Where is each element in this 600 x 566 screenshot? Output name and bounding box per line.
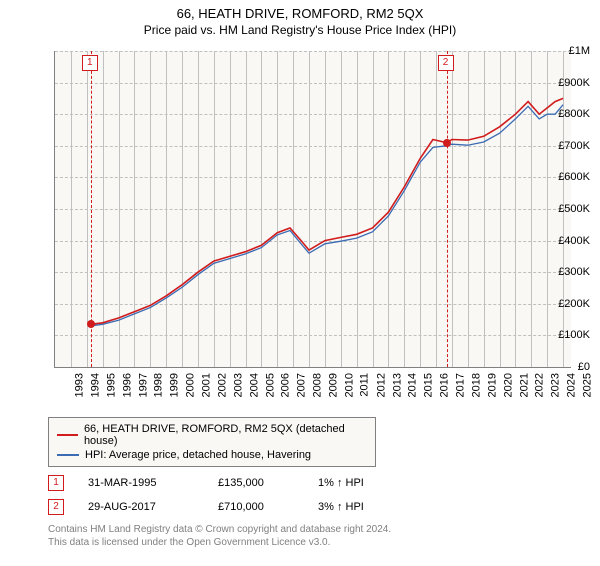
x-tick-label: 2011 <box>358 373 370 397</box>
x-tick-label: 1994 <box>89 373 101 397</box>
txn-marker-1: 1 <box>48 475 64 491</box>
y-tick-label: £200K <box>550 298 590 310</box>
legend-item: 66, HEATH DRIVE, ROMFORD, RM2 5QX (detac… <box>57 422 367 448</box>
marker-box-1: 1 <box>82 55 98 71</box>
x-tick-label: 2006 <box>280 373 292 397</box>
legend-item: HPI: Average price, detached house, Have… <box>57 448 367 462</box>
chart-title: 66, HEATH DRIVE, ROMFORD, RM2 5QX <box>0 6 600 21</box>
x-tick-label: 2005 <box>264 373 276 397</box>
x-tick-label: 2004 <box>248 373 260 397</box>
chart-subtitle: Price paid vs. HM Land Registry's House … <box>0 23 600 37</box>
x-tick-label: 1999 <box>169 373 181 397</box>
x-tick-label: 2018 <box>470 373 482 397</box>
y-tick-label: £0 <box>550 361 590 373</box>
txn-hpi: 3% ↑ HPI <box>318 501 418 513</box>
y-tick-label: £1M <box>550 45 590 57</box>
y-tick-label: £600K <box>550 171 590 183</box>
marker-dot-2 <box>443 139 451 147</box>
y-tick-label: £800K <box>550 108 590 120</box>
x-tick-label: 1998 <box>153 373 165 397</box>
legend: 66, HEATH DRIVE, ROMFORD, RM2 5QX (detac… <box>48 417 376 467</box>
x-tick-label: 2016 <box>439 373 451 397</box>
y-tick-label: £700K <box>550 140 590 152</box>
x-tick-label: 2015 <box>423 373 435 397</box>
x-tick-label: 2000 <box>185 373 197 397</box>
x-tick-label: 2002 <box>216 373 228 397</box>
y-tick-label: £900K <box>550 77 590 89</box>
legend-swatch <box>57 434 78 436</box>
attribution-line2: This data is licensed under the Open Gov… <box>48 536 600 549</box>
x-tick-label: 2021 <box>518 373 530 397</box>
x-tick-label: 2003 <box>232 373 244 397</box>
marker-line-2 <box>447 51 448 367</box>
txn-date: 29-AUG-2017 <box>88 501 218 513</box>
attribution-line1: Contains HM Land Registry data © Crown c… <box>48 523 600 536</box>
marker-dot-1 <box>87 320 95 328</box>
legend-label: 66, HEATH DRIVE, ROMFORD, RM2 5QX (detac… <box>84 423 367 447</box>
legend-swatch <box>57 454 79 456</box>
marker-box-2: 2 <box>438 55 454 71</box>
x-tick-label: 2012 <box>375 373 387 397</box>
x-tick-label: 2009 <box>328 373 340 397</box>
x-tick-label: 1995 <box>105 373 117 397</box>
y-tick-label: £400K <box>550 235 590 247</box>
x-tick-label: 2017 <box>455 373 467 397</box>
legend-label: HPI: Average price, detached house, Have… <box>85 449 311 461</box>
x-tick-label: 2020 <box>502 373 514 397</box>
y-tick-label: £300K <box>550 266 590 278</box>
x-tick-label: 2014 <box>407 373 419 397</box>
x-tick-label: 2019 <box>486 373 498 397</box>
x-tick-label: 2013 <box>391 373 403 397</box>
x-tick-label: 2025 <box>582 373 594 397</box>
x-tick-label: 1993 <box>73 373 85 397</box>
series-hpi <box>91 105 563 326</box>
attribution: Contains HM Land Registry data © Crown c… <box>48 523 600 549</box>
x-tick-label: 1997 <box>137 373 149 397</box>
x-tick-label: 2001 <box>200 373 212 397</box>
txn-date: 31-MAR-1995 <box>88 477 218 489</box>
x-tick-label: 2007 <box>296 373 308 397</box>
y-tick-label: £500K <box>550 203 590 215</box>
series-property <box>91 98 563 324</box>
plot-area <box>54 51 571 368</box>
transaction-table: 1 31-MAR-1995£135,0001% ↑ HPI 2 29-AUG-2017… <box>48 475 600 515</box>
chart-area: £0 £100K £200K £300K £400K £500K £600K £700K £80… <box>10 41 590 411</box>
txn-hpi: 1% ↑ HPI <box>318 477 418 489</box>
y-tick-label: £100K <box>550 329 590 341</box>
chart-container: 66, HEATH DRIVE, ROMFORD, RM2 5QX Price … <box>0 6 600 566</box>
x-tick-label: 2022 <box>534 373 546 397</box>
x-tick-label: 2008 <box>312 373 324 397</box>
x-tick-label: 2023 <box>550 373 562 397</box>
txn-marker-2: 2 <box>48 499 64 515</box>
txn-price: £710,000 <box>218 501 318 513</box>
x-tick-label: 2010 <box>343 373 355 397</box>
x-tick-label: 1996 <box>121 373 133 397</box>
x-tick-label: 2024 <box>566 373 578 397</box>
txn-price: £135,000 <box>218 477 318 489</box>
